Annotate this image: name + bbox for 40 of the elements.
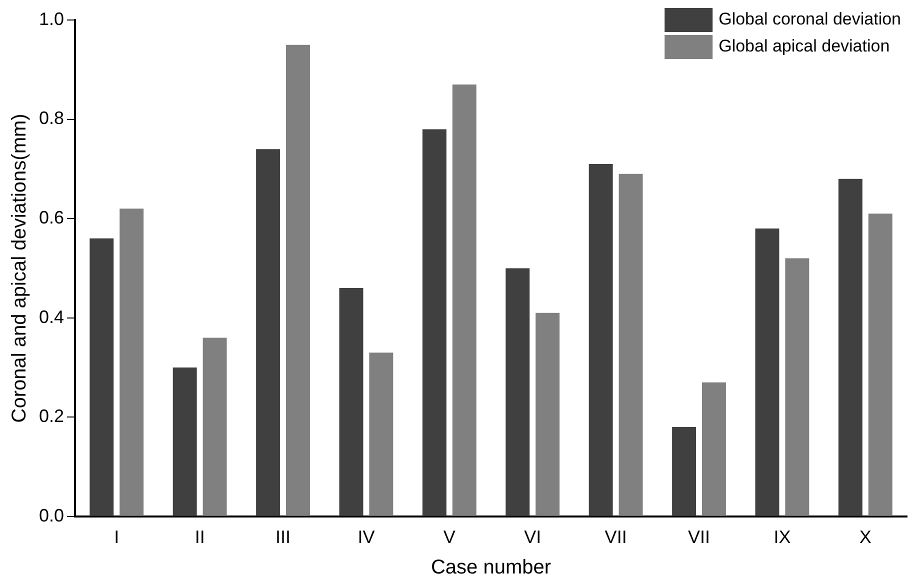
bar	[588, 164, 613, 516]
x-tick-label: II	[194, 527, 205, 548]
bar	[838, 178, 862, 516]
bar	[202, 338, 227, 516]
x-tick-label: VII	[688, 527, 710, 548]
y-tick-label: 0.4	[38, 306, 64, 327]
x-tick-label: VI	[524, 527, 542, 548]
bar	[506, 268, 530, 516]
bar	[536, 312, 560, 516]
y-tick-label: 0.2	[38, 406, 64, 426]
y-tick-label: 0.8	[38, 108, 64, 128]
bar	[755, 228, 780, 516]
bar	[286, 44, 310, 516]
x-tick-label: III	[276, 527, 291, 548]
x-tick-label: IV	[358, 527, 375, 548]
legend-label: Global coronal deviation	[718, 10, 902, 29]
bar	[369, 352, 394, 516]
bar	[422, 129, 446, 516]
bar	[618, 174, 643, 516]
bar	[452, 84, 476, 516]
bar	[256, 149, 280, 516]
bar	[785, 258, 810, 516]
x-axis-title: Case number	[430, 556, 552, 579]
y-tick-label: 0.6	[38, 208, 64, 228]
legend-label: Global apical deviation	[718, 36, 890, 56]
bar	[702, 382, 726, 516]
x-tick-label: V	[443, 527, 456, 548]
bar	[339, 288, 364, 516]
x-tick-label: I	[114, 527, 120, 548]
bar	[120, 208, 144, 516]
bar	[90, 238, 114, 516]
bar	[672, 427, 696, 516]
y-tick-label: 0.0	[38, 505, 64, 526]
y-axis-title: Coronal and apical deviations(mm)	[8, 114, 31, 423]
x-tick-label: IX	[774, 527, 791, 548]
x-tick-label: VII	[604, 527, 627, 548]
x-tick-label: X	[859, 527, 872, 548]
bar	[868, 214, 892, 516]
y-tick-label: 1.0	[38, 8, 64, 29]
bar	[172, 367, 197, 516]
